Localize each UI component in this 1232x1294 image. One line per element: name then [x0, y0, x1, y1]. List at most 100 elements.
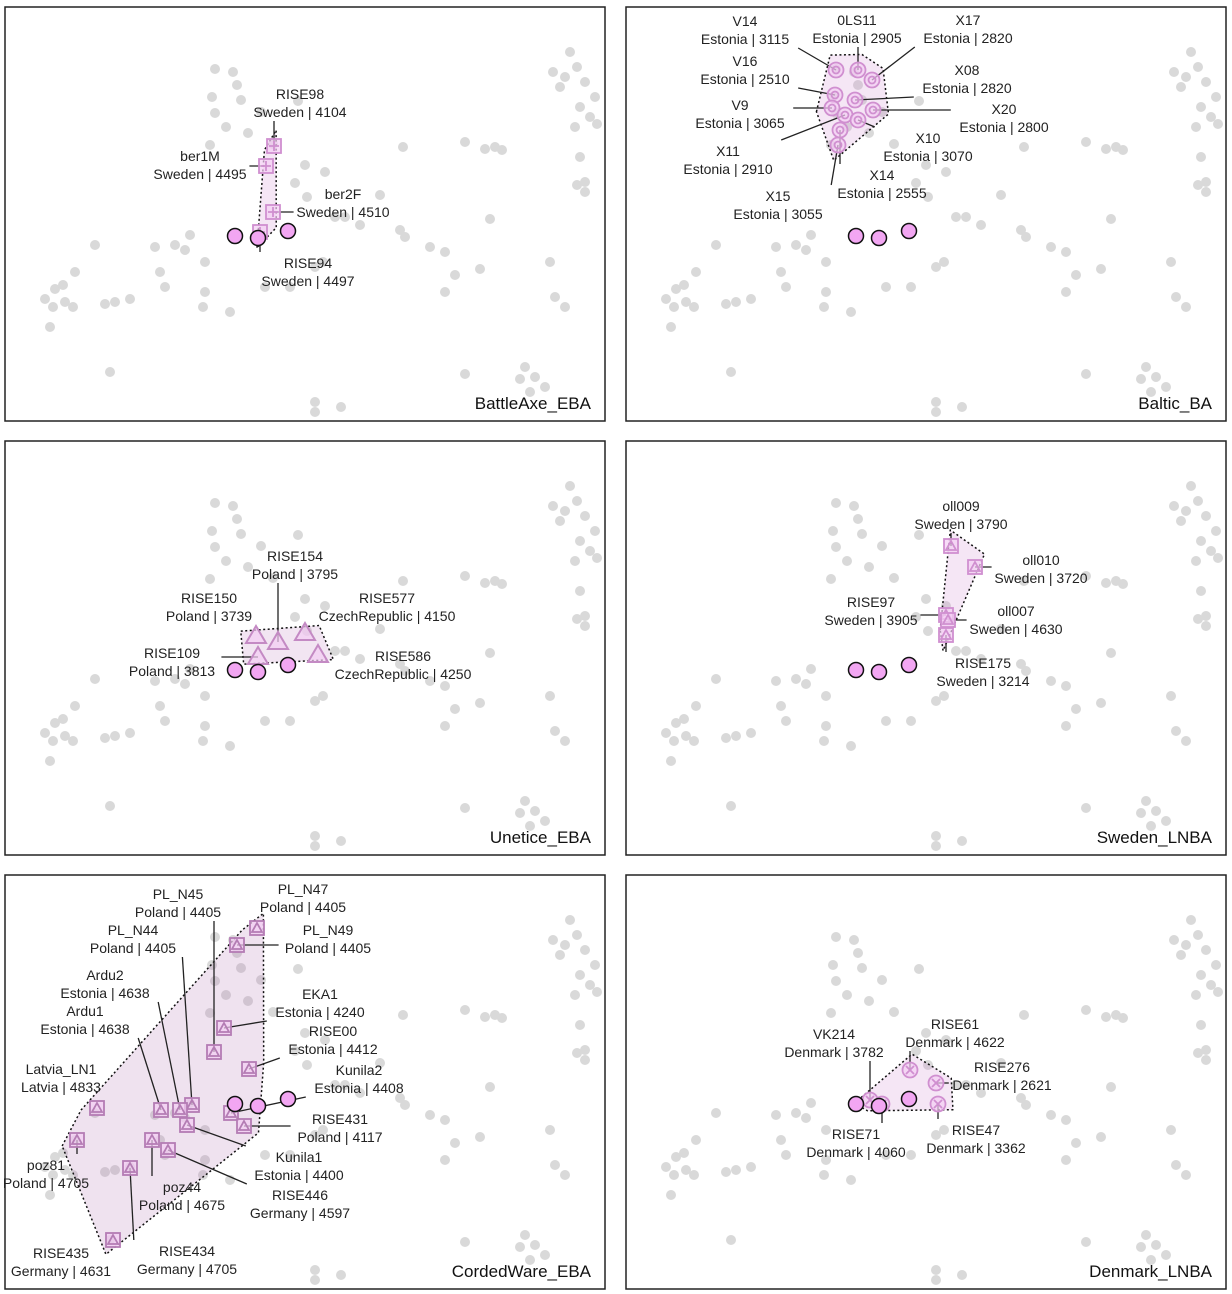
reference-point [931, 831, 941, 841]
point-detail: Denmark | 3362 [926, 1140, 1026, 1156]
reference-point [340, 646, 350, 656]
leader-line [186, 1124, 247, 1147]
leader-line [181, 956, 193, 1106]
reference-point [480, 1012, 490, 1022]
reference-point [560, 302, 570, 312]
reference-point [570, 556, 580, 566]
reference-point [150, 242, 160, 252]
reference-point [864, 996, 874, 1006]
point-label: X20 Estonia | 2800 [959, 101, 1048, 135]
reference-point [198, 302, 208, 312]
sample-marker [929, 1095, 947, 1113]
target-point [847, 661, 865, 679]
reference-point [681, 731, 691, 741]
reference-point [996, 190, 1006, 200]
reference-point [781, 716, 791, 726]
point-label: Kunila2 Estonia | 4408 [314, 1062, 403, 1096]
reference-point [210, 64, 220, 74]
point-detail: Germany | 4705 [137, 1261, 237, 1277]
reference-point [846, 1175, 856, 1185]
marker-circle [846, 91, 864, 109]
point-name: RISE61 [931, 1016, 979, 1032]
reference-point [480, 144, 490, 154]
reference-point [540, 382, 550, 392]
reference-point [1146, 821, 1156, 831]
reference-point [666, 322, 676, 332]
reference-point [679, 1148, 689, 1158]
reference-point [906, 282, 916, 292]
reference-point [881, 1150, 891, 1160]
reference-point [293, 964, 303, 974]
reference-point [957, 1270, 967, 1280]
reference-point [1146, 387, 1156, 397]
reference-point [580, 621, 590, 631]
reference-point [580, 611, 590, 621]
point-detail: Germany | 4631 [11, 1263, 111, 1279]
point-label: X11 Estonia | 2910 [683, 143, 772, 177]
point-label: EKA1 Estonia | 4240 [275, 986, 364, 1020]
marker-ring [830, 90, 840, 100]
reference-point [669, 302, 679, 312]
reference-point [300, 594, 310, 604]
point-name: RISE00 [309, 1023, 357, 1039]
reference-point [661, 728, 671, 738]
reference-point [90, 240, 100, 250]
reference-point [375, 624, 385, 634]
reference-point [550, 726, 560, 736]
reference-point [921, 594, 931, 604]
reference-point [398, 1010, 408, 1020]
reference-point [45, 756, 55, 766]
point-name: RISE446 [272, 1187, 328, 1203]
point-detail: Estonia | 4638 [60, 985, 149, 1001]
reference-point [460, 571, 470, 581]
point-name: RISE175 [955, 655, 1011, 671]
point-detail: Estonia | 2510 [700, 71, 789, 87]
sample-marker [89, 1100, 105, 1116]
point-detail: Estonia | 4400 [254, 1167, 343, 1183]
reference-point [400, 232, 410, 242]
point-label: RISE109 Poland | 3813 [129, 645, 215, 679]
sample-marker [249, 920, 265, 936]
reference-point [689, 736, 699, 746]
reference-point [185, 664, 195, 674]
reference-point [821, 287, 831, 297]
sample-marker [863, 71, 881, 89]
reference-point [592, 119, 602, 129]
reference-point [336, 836, 346, 846]
reference-point [395, 225, 405, 235]
reference-point [585, 546, 595, 556]
reference-point [575, 102, 585, 112]
reference-point [400, 1100, 410, 1110]
point-detail: Estonia | 2820 [923, 30, 1012, 46]
point-label: V14 Estonia | 3115 [701, 13, 789, 47]
point-label: Kunila1 Estonia | 4400 [254, 1149, 343, 1183]
reference-point [290, 1046, 300, 1056]
point-detail: Estonia | 3055 [733, 206, 822, 222]
point-name: EKA1 [302, 986, 338, 1002]
sample-marker [943, 538, 959, 554]
reference-point [565, 915, 575, 925]
reference-point [826, 1008, 836, 1018]
reference-point [1081, 137, 1091, 147]
reference-point [914, 964, 924, 974]
reference-point [336, 402, 346, 412]
reference-point [548, 501, 558, 511]
panel-frame [625, 874, 1227, 1290]
reference-point [776, 701, 786, 711]
reference-point [336, 1270, 346, 1280]
reference-point [575, 152, 585, 162]
reference-point [310, 1130, 320, 1140]
reference-point [300, 160, 310, 170]
reference-point [285, 1150, 295, 1160]
point-detail: Estonia | 2905 [812, 30, 901, 46]
reference-point [110, 1165, 120, 1175]
reference-point [565, 481, 575, 491]
reference-point [771, 676, 781, 686]
reference-point [293, 530, 303, 540]
reference-point [821, 721, 831, 731]
point-detail: Poland | 4705 [3, 1175, 89, 1191]
reference-point [1196, 970, 1206, 980]
marker-triangle [90, 1101, 104, 1113]
reference-point [939, 691, 949, 701]
